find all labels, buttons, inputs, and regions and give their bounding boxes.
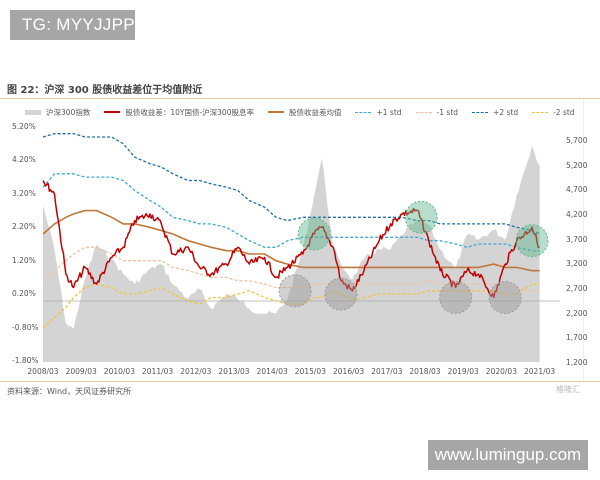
highlight-circle-high <box>404 200 438 234</box>
legend-label: -2 std <box>553 107 575 117</box>
legend-swatch-line <box>104 111 121 113</box>
watermark-top: TG: MYYJJPP <box>10 10 135 40</box>
legend-item-index: 沪深300指数 <box>25 107 90 118</box>
legend-label: 股债收益差：10Y国债-沪深300股息率 <box>125 107 254 117</box>
x-tick: 2012/03 <box>180 367 212 376</box>
y-left-tick: 3.20% <box>12 188 36 198</box>
highlight-circle-low <box>439 281 473 314</box>
highlight-circle-high <box>515 224 549 258</box>
legend-swatch-dash <box>415 111 432 113</box>
chart-legend: 沪深300指数 股债收益差：10Y国债-沪深300股息率 股债收益差均值 +1 … <box>25 106 589 118</box>
source-note: 资料来源：Wind，天风证券研究所 <box>7 387 132 396</box>
highlight-circle-high <box>297 217 331 251</box>
highlight-circle-low <box>278 274 312 308</box>
y-left-tick: 2.20% <box>12 222 36 232</box>
y-right-tick: 2,700 <box>566 283 588 293</box>
y-right-tick: 4,200 <box>566 209 588 219</box>
y-left-tick: -0.80% <box>12 322 39 332</box>
index-area-series <box>43 145 540 362</box>
x-tick: 2020/03 <box>485 367 517 376</box>
legend-item-plus2: +2 std <box>472 108 518 117</box>
source-divider <box>0 381 600 382</box>
legend-label: +2 std <box>493 107 519 117</box>
legend-label: -1 std <box>436 107 459 117</box>
mean-line-series <box>42 209 540 272</box>
y-left-tick: -1.80% <box>12 356 39 365</box>
legend-swatch-area <box>25 109 41 115</box>
legend-swatch-line <box>267 111 284 113</box>
x-tick: 2009/03 <box>65 367 97 376</box>
x-tick: 2018/03 <box>409 367 441 376</box>
legend-item-minus2: -2 std <box>532 107 575 117</box>
y-right-tick: 1,700 <box>566 333 588 343</box>
spread-line-series <box>42 180 540 299</box>
y-left-tick: 4.20% <box>12 155 36 165</box>
legend-item-spread: 股债收益差：10Y国债-沪深300股息率 <box>104 107 254 118</box>
y-left-tick: 5.20% <box>12 122 36 131</box>
legend-swatch-dash <box>472 111 489 113</box>
x-tick: 2017/03 <box>371 367 403 376</box>
x-tick: 2008/03 <box>27 367 59 376</box>
legend-label: +1 std <box>376 107 402 117</box>
legend-swatch-dash <box>355 111 372 113</box>
highlight-circle-low <box>488 281 522 314</box>
y-right-tick: 2,200 <box>566 308 588 318</box>
y-right-tick: 5,700 <box>566 136 588 145</box>
y-right-tick: 1,200 <box>566 357 588 367</box>
x-tick: 2021/03 <box>524 367 556 376</box>
legend-label: 沪深300指数 <box>46 107 91 117</box>
brand-logo: 格隆汇 <box>556 385 580 394</box>
title-divider <box>0 98 600 99</box>
y-right-tick: 4,700 <box>566 185 588 195</box>
x-tick: 2015/03 <box>294 367 326 376</box>
legend-item-plus1: +1 std <box>355 107 402 117</box>
y-right-tick: 5,200 <box>566 160 588 170</box>
highlight-circles <box>278 200 549 314</box>
watermark-bottom: www.lumingup.com <box>428 440 588 470</box>
y-right-tick: 3,200 <box>566 259 588 269</box>
x-tick: 2014/03 <box>256 367 288 376</box>
legend-item-minus1: -1 std <box>415 107 459 117</box>
x-tick: 2013/03 <box>218 367 250 376</box>
highlight-circle-low <box>324 277 358 311</box>
y-right-tick: 3,700 <box>566 234 588 244</box>
legend-item-mean: 股债收益差均值 <box>267 107 342 118</box>
x-tick: 2019/03 <box>447 367 479 376</box>
y-left-tick: 1.20% <box>12 255 36 265</box>
x-tick: 2016/03 <box>333 367 365 376</box>
figure-title: 图 22：沪深 300 股债收益差位于均值附近 <box>7 85 203 96</box>
y-left-tick: 0.20% <box>12 289 36 299</box>
x-tick: 2010/03 <box>103 367 135 376</box>
legend-swatch-dash <box>532 111 549 113</box>
legend-label: 股债收益差均值 <box>288 107 342 117</box>
x-tick: 2011/03 <box>142 367 174 376</box>
